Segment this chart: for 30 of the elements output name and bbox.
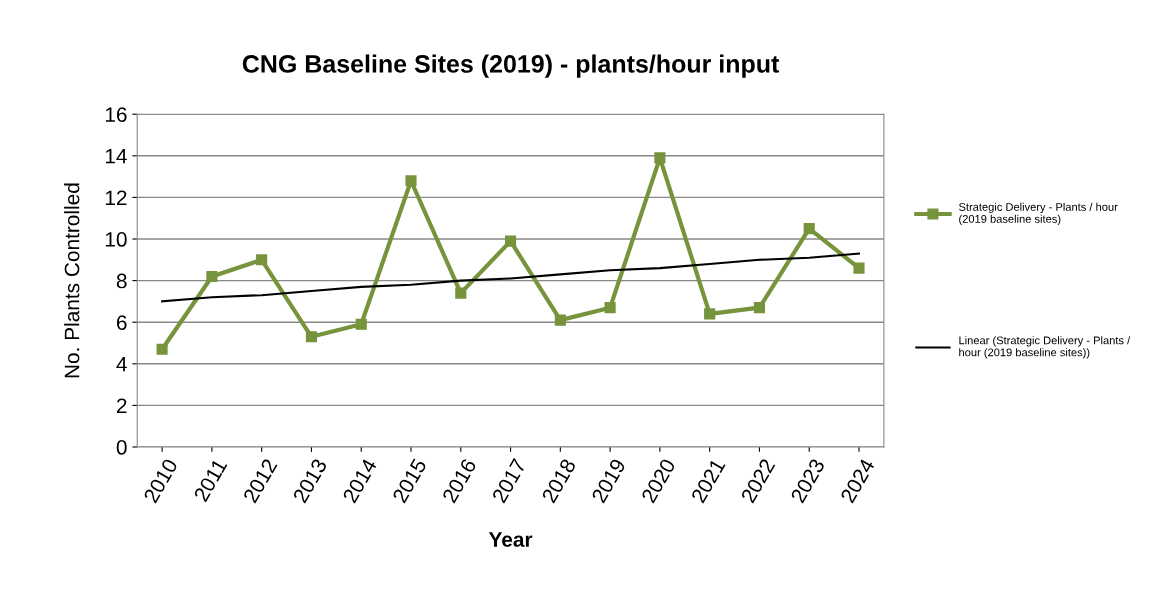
x-axis-title: Year [488,532,533,547]
legend-label: Strategic Delivery - Plants / hour (2019 baseline sites) [959,202,1118,226]
y-tick-label: 16 [105,107,127,122]
point [405,175,417,187]
y-tick-label: 0 [116,440,127,455]
point [455,287,467,299]
line-series [161,252,861,303]
y-tick-label: 2 [116,398,127,413]
y-axis-title: No. Plants Controlled [64,183,80,378]
y-tick-label: 14 [105,149,127,164]
point [753,302,765,314]
point [654,152,666,164]
chart-title: CNG Baseline Sites (2019) - plants/hour input [242,54,780,78]
point [355,318,367,330]
y-tick-label: 4 [116,357,127,372]
y-tick-label: 10 [105,232,127,247]
point [505,235,517,247]
point [305,331,318,343]
point [256,254,268,266]
point [604,302,616,314]
point [853,262,865,274]
point [554,314,566,326]
y-tick-label: 6 [116,315,127,330]
y-tick-label: 8 [116,273,127,289]
legend-label: Linear (Strategic Delivery - Plants / hour (2019 baseline sites)) [959,336,1131,359]
point [156,343,168,355]
point [206,270,218,283]
point [803,223,815,235]
point [704,308,716,320]
y-tick-label: 12 [105,190,127,205]
